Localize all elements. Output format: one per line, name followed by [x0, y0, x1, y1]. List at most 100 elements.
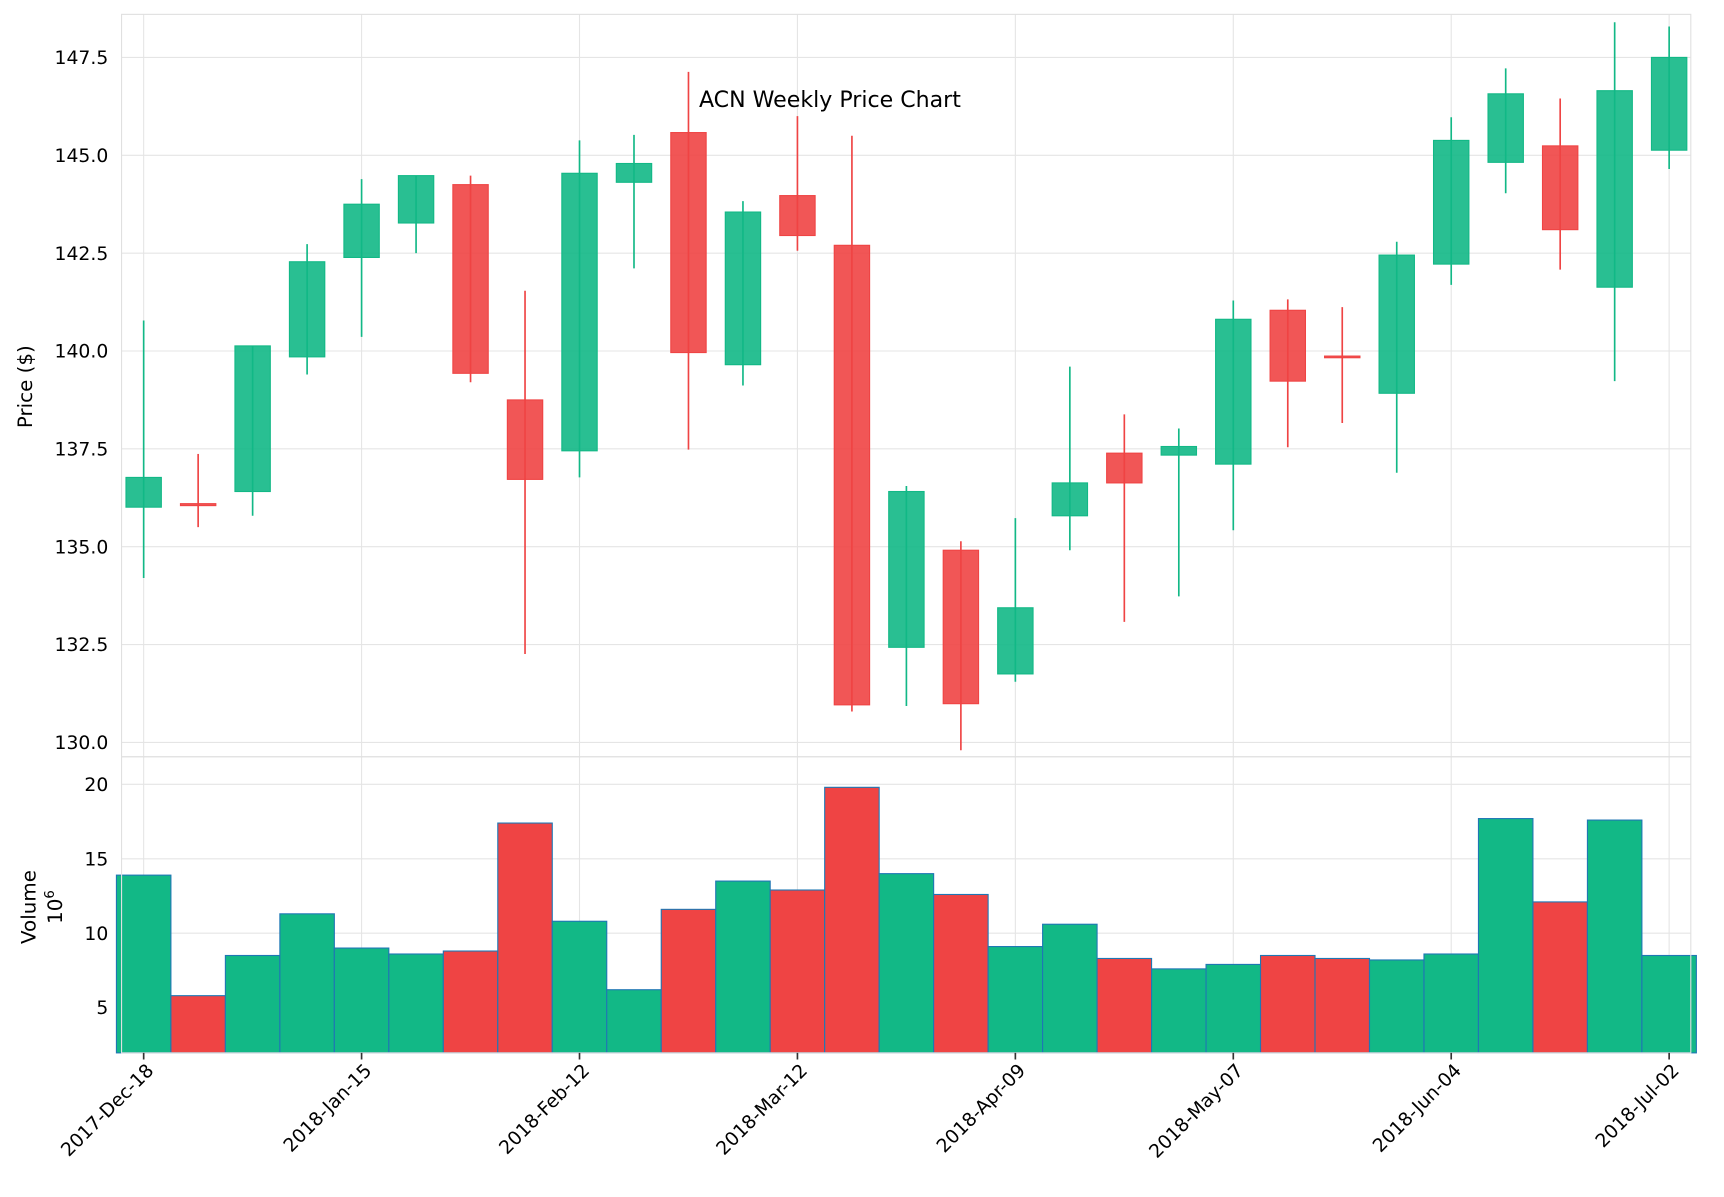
candles — [125, 22, 1688, 751]
volume-bar — [1205, 963, 1262, 1054]
volume-bar — [442, 950, 499, 1054]
candle — [997, 518, 1034, 682]
volume-bar — [1096, 957, 1153, 1054]
volume-axes-frame — [121, 756, 1692, 1054]
volume-scale-label: 106 — [43, 890, 67, 924]
candle — [179, 453, 217, 528]
price-tick-label: 137.5 — [55, 439, 109, 460]
candle — [125, 320, 162, 579]
candle — [1432, 117, 1470, 285]
candle-body — [615, 162, 653, 183]
volume-bar — [388, 953, 444, 1054]
candle — [506, 290, 544, 654]
volume-bar — [1259, 954, 1316, 1054]
candle-body — [942, 549, 980, 705]
candle — [1487, 68, 1524, 194]
candle-body — [561, 172, 598, 452]
candle-body — [888, 490, 925, 648]
candle — [1650, 26, 1688, 169]
candle-body — [1650, 56, 1688, 151]
volume-bar — [1042, 923, 1098, 1054]
volume-bar — [606, 989, 662, 1054]
volume-bar — [1641, 954, 1697, 1054]
volume-bar — [1151, 968, 1207, 1054]
volume-bar — [497, 822, 553, 1054]
price-tick-label: 147.5 — [55, 48, 109, 69]
volume-bar — [279, 913, 335, 1054]
candle — [888, 486, 925, 707]
candle-body — [1051, 482, 1089, 517]
candle-body — [1269, 309, 1307, 382]
candle-body — [724, 211, 762, 366]
chart-title: ACN Weekly Price Chart — [699, 87, 961, 113]
x-tick-label: 2018-Feb-12 — [496, 1060, 595, 1159]
volume-bar — [987, 946, 1044, 1054]
candle — [234, 345, 271, 516]
volume-bar — [824, 786, 880, 1054]
x-tick-label: 2018-Jul-02 — [1592, 1060, 1684, 1152]
volume-bar — [933, 893, 989, 1054]
candle-body — [997, 607, 1034, 675]
candle — [1324, 307, 1361, 424]
candle-body — [506, 399, 544, 480]
price-tick-label: 142.5 — [55, 244, 109, 265]
candle-body — [179, 503, 217, 507]
volume-bar — [1586, 819, 1643, 1054]
candle — [615, 134, 653, 269]
volume-bar — [551, 920, 608, 1054]
volume-tick-label: 20 — [84, 775, 108, 796]
candle — [1269, 299, 1307, 448]
candle — [1051, 366, 1089, 551]
candle — [1160, 428, 1198, 597]
candle-body — [1378, 254, 1415, 394]
volume-tick-label: 10 — [84, 924, 108, 945]
candle — [670, 71, 707, 450]
volume-bar — [660, 908, 717, 1054]
volume-tick-label: 5 — [96, 998, 108, 1019]
candle-body — [1106, 452, 1143, 484]
candle-body — [343, 203, 380, 258]
candle — [1596, 22, 1633, 382]
candle-body — [1432, 139, 1470, 265]
candle — [1215, 300, 1252, 531]
volume-bar — [170, 995, 226, 1054]
candle — [288, 244, 326, 375]
candle — [1541, 98, 1579, 270]
candle-body — [125, 476, 162, 508]
x-tick-label: 2018-Jun-04 — [1369, 1060, 1466, 1157]
price-tick-label: 130.0 — [55, 733, 109, 754]
volume-bars — [115, 786, 1697, 1054]
volume-bar — [224, 954, 281, 1054]
price-axis-label: Price ($) — [14, 345, 37, 428]
candle-body — [1596, 90, 1633, 288]
candle — [1106, 414, 1143, 622]
candle-body — [1215, 318, 1252, 465]
candle-body — [234, 345, 271, 493]
x-tick-label: 2018-May-07 — [1146, 1060, 1248, 1162]
candle — [452, 175, 489, 383]
candle-body — [779, 195, 816, 237]
volume-bar — [769, 889, 826, 1054]
price-tick-label: 140.0 — [55, 342, 109, 363]
volume-bar — [1423, 953, 1480, 1054]
volume-bar — [1314, 957, 1371, 1054]
x-tick-label: 2018-Mar-12 — [713, 1060, 812, 1159]
volume-bar — [333, 947, 390, 1054]
price-tick-label: 145.0 — [55, 146, 109, 167]
price-tick-label: 132.5 — [55, 635, 109, 656]
candle — [1378, 241, 1415, 473]
x-tick-label: 2017-Dec-18 — [57, 1060, 158, 1161]
candle — [779, 116, 816, 251]
volume-bar — [115, 874, 172, 1054]
x-tick-label: 2018-Jan-15 — [280, 1060, 376, 1156]
volume-bar — [1477, 818, 1534, 1054]
candle — [724, 201, 762, 386]
volume-bar — [1532, 901, 1588, 1054]
volume-bar — [715, 880, 771, 1054]
candle-body — [1160, 445, 1198, 456]
candle — [833, 135, 871, 712]
candle — [397, 175, 435, 254]
candle-body — [833, 244, 871, 706]
candle-body — [452, 184, 489, 374]
